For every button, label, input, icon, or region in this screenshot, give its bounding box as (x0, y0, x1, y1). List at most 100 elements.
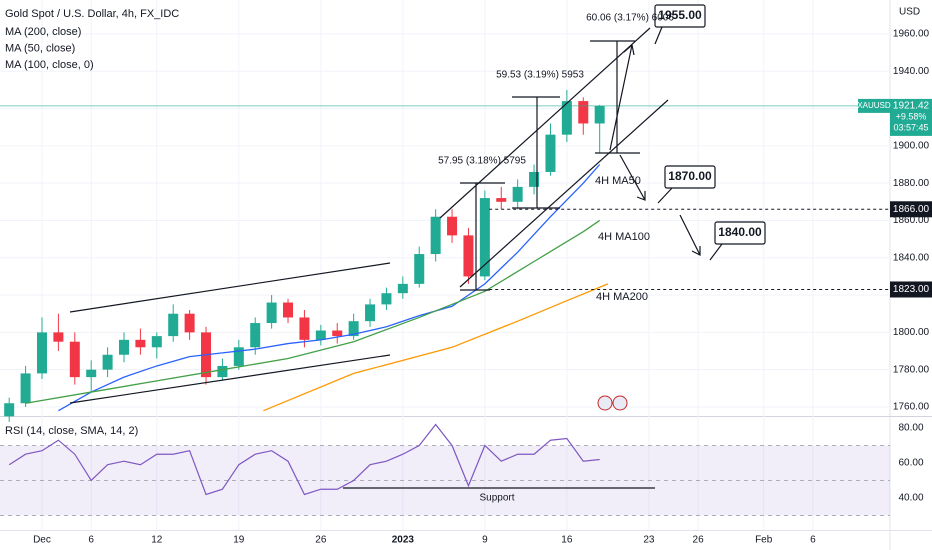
candle-body (397, 283, 408, 294)
candle-body (365, 304, 376, 322)
candle-body (20, 373, 31, 404)
y-tick-label: 1880.00 (893, 178, 930, 189)
y-tick-label: 1860.00 (893, 215, 930, 226)
y-tick-label: 1900.00 (893, 140, 930, 151)
measure-label: 60.06 (3.17%) 6006 (586, 13, 674, 24)
price-label: 1866.00 (893, 204, 930, 215)
x-tick-label: 16 (561, 535, 573, 546)
marks (0, 89, 890, 496)
legend-entry: MA (200, close) (5, 26, 81, 38)
moving-average (25, 219, 601, 404)
event-icon[interactable] (612, 395, 628, 411)
candle-body (545, 134, 556, 172)
candle-body (496, 198, 507, 202)
x-tick-label: Feb (755, 535, 773, 546)
forecast-arrow (679, 214, 701, 256)
candle-body (4, 403, 15, 417)
candle-body (529, 171, 540, 187)
x-tick-label: Dec (33, 535, 51, 546)
candle-body (447, 216, 458, 236)
support-label: Support (479, 493, 514, 504)
x-tick-label: 6 (810, 535, 816, 546)
candle-body (348, 321, 359, 337)
candle-body (283, 302, 294, 318)
candle-body (102, 354, 113, 370)
candle-body (332, 330, 343, 337)
rsi-tick-label: 40.00 (898, 493, 923, 504)
drawings (69, 4, 766, 489)
target-label: 1870.00 (668, 169, 712, 183)
price-label: 1823.00 (893, 284, 930, 295)
target-box (714, 221, 766, 245)
candle-body (430, 216, 441, 255)
measure-label: 57.95 (3.18%) 5795 (438, 156, 526, 167)
y-tick-label: 1760.00 (893, 402, 930, 413)
pointer (654, 26, 663, 45)
rsi-tick-label: 60.00 (898, 458, 923, 469)
candle-body (381, 293, 392, 305)
y-tick-label: 1800.00 (893, 327, 930, 338)
x-tick-label: 9 (482, 535, 488, 546)
candle-body (168, 313, 179, 337)
x-tick-label: 26 (315, 535, 327, 546)
event-icon[interactable] (597, 395, 613, 411)
candle-body (184, 313, 195, 333)
ma-label: 4H MA200 (596, 291, 648, 303)
candle-body (578, 101, 589, 124)
x-tick-label: 2023 (392, 535, 415, 546)
symbol-box (858, 98, 890, 113)
candle-body (299, 317, 310, 340)
candle-body (463, 235, 474, 277)
candle-body (217, 365, 228, 378)
target-label: 1840.00 (718, 225, 762, 239)
moving-average (58, 164, 601, 412)
candle-body (315, 330, 326, 340)
price-label-box (890, 201, 932, 218)
rsi-line (8, 423, 600, 496)
candle-body (36, 332, 47, 374)
trend-line (69, 262, 391, 313)
candle-body (414, 254, 425, 284)
forecast-arrow (619, 154, 646, 201)
candle-body (233, 347, 244, 366)
x-tick-label: 6 (88, 535, 94, 546)
symbol-label: XAUUSD (857, 101, 891, 110)
candle-body (266, 302, 277, 324)
y-tick-label: 1960.00 (893, 29, 930, 40)
target-box (664, 165, 716, 189)
price-label-box (890, 281, 932, 298)
ma-label: 4H MA100 (598, 231, 650, 243)
candle-body (594, 105, 605, 124)
pointer (709, 243, 723, 261)
candle-body (479, 198, 490, 277)
candle-body (69, 341, 80, 378)
channel-line (459, 99, 669, 288)
y-tick-label: 1940.00 (893, 66, 930, 77)
candle-body (135, 339, 146, 348)
moving-average (263, 283, 609, 412)
candle-body (119, 339, 130, 355)
rsi-tick-label: 80.00 (898, 423, 923, 434)
change-label: +9.58% (896, 111, 927, 121)
y-tick-label: 1780.00 (893, 364, 930, 375)
x-tick-label: 19 (233, 535, 245, 546)
candle-body (86, 369, 97, 378)
chart-title: Gold Spot / U.S. Dollar, 4h, FX_IDC (5, 8, 179, 20)
currency-label: USD (899, 7, 920, 18)
target-label: 1955.00 (658, 8, 702, 22)
candle-body (151, 336, 162, 348)
pointer (657, 187, 673, 204)
last-price-box (890, 98, 932, 136)
candle-body (561, 101, 572, 135)
candle-body (512, 186, 523, 202)
measure-label: 59.53 (3.19%) 5953 (496, 70, 584, 81)
legend-entry: MA (100, close, 0) (5, 59, 94, 71)
legend-entry: MA (50, close) (5, 42, 75, 54)
forecast-arrow (609, 43, 635, 151)
target-box (654, 4, 706, 28)
countdown-label: 03:57:45 (893, 122, 928, 132)
last-price-label: 1921.42 (893, 101, 930, 112)
channel-line (439, 27, 651, 219)
y-tick-label: 1840.00 (893, 252, 930, 263)
